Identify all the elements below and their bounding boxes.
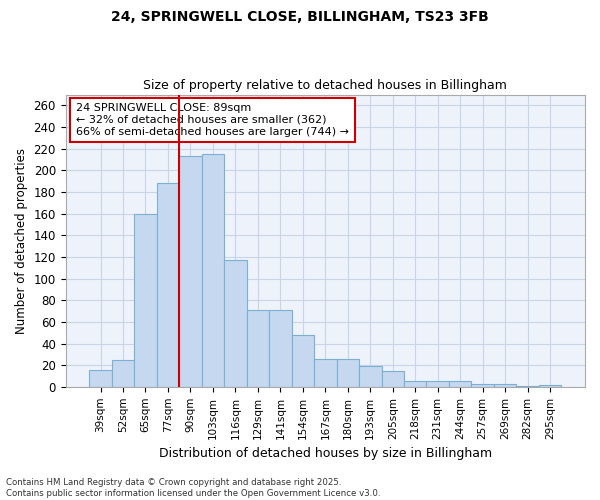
X-axis label: Distribution of detached houses by size in Billingham: Distribution of detached houses by size … bbox=[159, 447, 492, 460]
Bar bbox=[494, 384, 517, 387]
Bar bbox=[157, 184, 179, 387]
Bar bbox=[539, 384, 562, 387]
Bar bbox=[202, 154, 224, 387]
Bar bbox=[359, 366, 382, 387]
Bar bbox=[292, 335, 314, 387]
Bar bbox=[89, 370, 112, 387]
Bar bbox=[112, 360, 134, 387]
Bar bbox=[314, 358, 337, 387]
Bar bbox=[179, 156, 202, 387]
Bar bbox=[247, 310, 269, 387]
Bar bbox=[269, 310, 292, 387]
Bar bbox=[382, 370, 404, 387]
Bar bbox=[472, 384, 494, 387]
Bar bbox=[224, 260, 247, 387]
Y-axis label: Number of detached properties: Number of detached properties bbox=[15, 148, 28, 334]
Bar bbox=[427, 382, 449, 387]
Bar bbox=[337, 358, 359, 387]
Bar bbox=[449, 382, 472, 387]
Title: Size of property relative to detached houses in Billingham: Size of property relative to detached ho… bbox=[143, 79, 507, 92]
Bar bbox=[517, 386, 539, 387]
Text: Contains HM Land Registry data © Crown copyright and database right 2025.
Contai: Contains HM Land Registry data © Crown c… bbox=[6, 478, 380, 498]
Bar bbox=[134, 214, 157, 387]
Text: 24, SPRINGWELL CLOSE, BILLINGHAM, TS23 3FB: 24, SPRINGWELL CLOSE, BILLINGHAM, TS23 3… bbox=[111, 10, 489, 24]
Bar bbox=[404, 382, 427, 387]
Text: 24 SPRINGWELL CLOSE: 89sqm
← 32% of detached houses are smaller (362)
66% of sem: 24 SPRINGWELL CLOSE: 89sqm ← 32% of deta… bbox=[76, 104, 349, 136]
